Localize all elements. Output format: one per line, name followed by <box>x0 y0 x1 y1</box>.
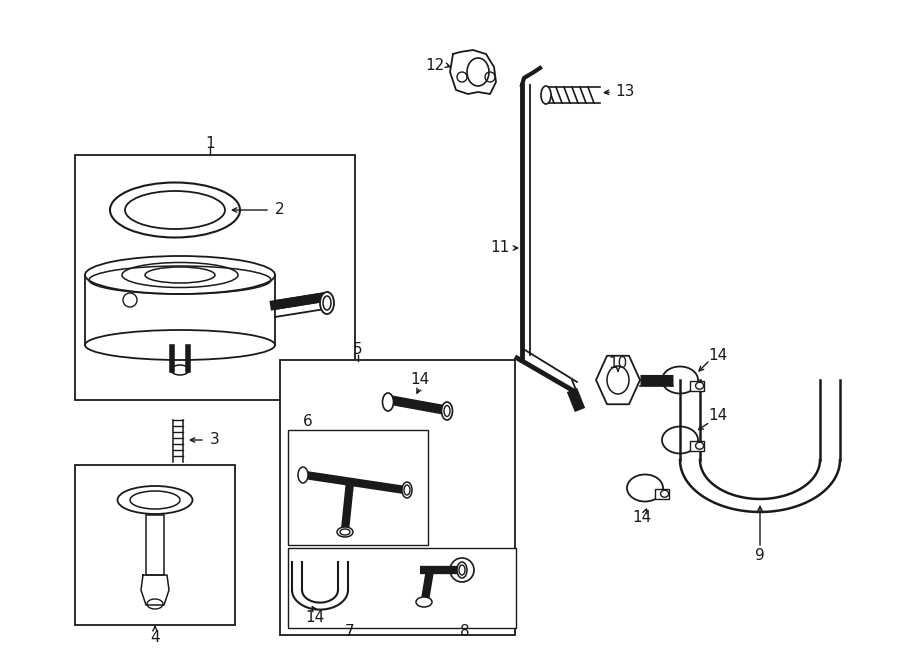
Text: 13: 13 <box>616 85 634 100</box>
Text: 14: 14 <box>305 609 325 625</box>
Ellipse shape <box>130 491 180 509</box>
Ellipse shape <box>382 393 393 411</box>
Ellipse shape <box>110 182 240 237</box>
Ellipse shape <box>442 402 453 420</box>
Bar <box>288 430 428 545</box>
Text: 14: 14 <box>708 408 727 424</box>
Text: 6: 6 <box>303 414 313 430</box>
Bar <box>689 441 704 451</box>
Ellipse shape <box>541 86 551 104</box>
Ellipse shape <box>118 486 193 514</box>
Text: 10: 10 <box>608 356 627 371</box>
Text: 9: 9 <box>755 547 765 563</box>
Bar <box>146 515 164 575</box>
Text: 12: 12 <box>426 58 445 73</box>
Ellipse shape <box>402 482 412 498</box>
Ellipse shape <box>298 467 308 483</box>
Text: 1: 1 <box>205 136 215 151</box>
Text: 3: 3 <box>210 432 220 447</box>
Ellipse shape <box>85 330 275 360</box>
Ellipse shape <box>337 527 353 537</box>
Bar <box>654 488 669 499</box>
Ellipse shape <box>416 597 432 607</box>
Text: 8: 8 <box>460 623 470 639</box>
Text: 7: 7 <box>346 623 355 639</box>
Bar <box>75 465 235 625</box>
Ellipse shape <box>457 562 467 578</box>
Ellipse shape <box>85 256 275 294</box>
Bar <box>689 381 704 391</box>
Bar <box>288 548 516 628</box>
Text: 5: 5 <box>353 342 363 358</box>
Text: 2: 2 <box>275 202 284 217</box>
Ellipse shape <box>125 191 225 229</box>
Text: 14: 14 <box>410 373 429 387</box>
Text: 11: 11 <box>491 241 509 256</box>
Ellipse shape <box>320 292 334 314</box>
Text: 14: 14 <box>633 510 652 525</box>
Text: 4: 4 <box>150 629 160 644</box>
Text: 14: 14 <box>708 348 727 362</box>
Bar <box>280 360 515 635</box>
Bar <box>75 155 355 400</box>
